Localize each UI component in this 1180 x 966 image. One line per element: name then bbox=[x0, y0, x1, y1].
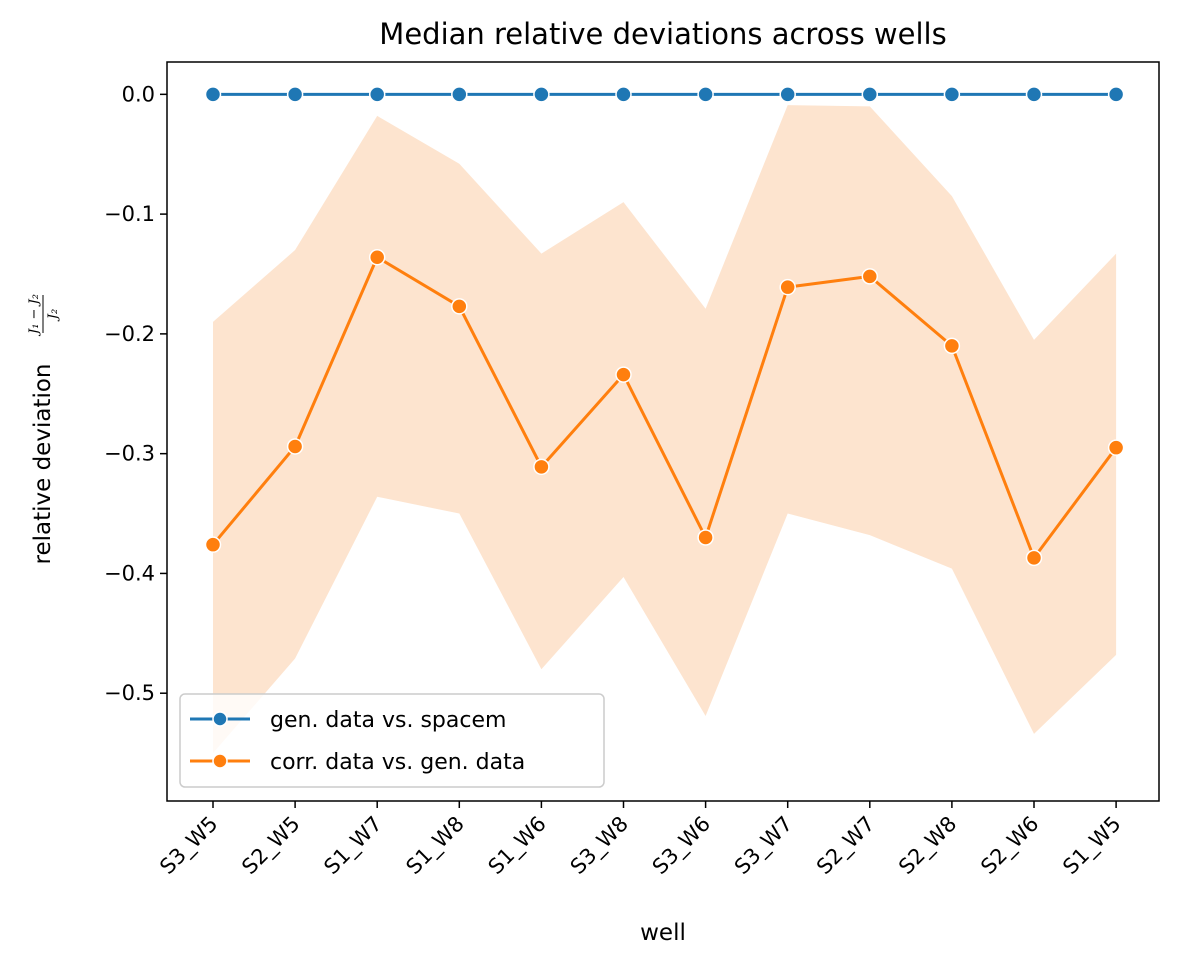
data-point-series-2-S3_W8 bbox=[615, 366, 632, 383]
data-point-series-2-S1_W6 bbox=[533, 458, 550, 476]
x-tick-label: S1_W6 bbox=[484, 812, 552, 880]
legend-marker-series-1 bbox=[212, 711, 228, 727]
legend: gen. data vs. spacem corr. data vs. gen.… bbox=[179, 693, 605, 788]
x-tick-label: S2_W8 bbox=[894, 812, 962, 880]
data-point-series-2-S1_W8 bbox=[451, 298, 468, 315]
y-tick-label: −0.3 bbox=[104, 442, 155, 466]
legend-box bbox=[179, 693, 605, 788]
data-point-series-1-S1_W8 bbox=[451, 86, 468, 103]
data-point-series-1-S3_W7 bbox=[779, 86, 796, 103]
confidence-band-layer bbox=[213, 105, 1117, 754]
x-tick-label: S3_W6 bbox=[648, 812, 716, 880]
confidence-band-series-2 bbox=[213, 105, 1117, 754]
data-point-series-1-S2_W8 bbox=[943, 86, 961, 103]
y-axis-label-numerator: J₁ − J₂ bbox=[27, 294, 42, 337]
x-tick-label: S3_W5 bbox=[155, 812, 223, 880]
data-point-series-1-S3_W5 bbox=[204, 86, 222, 103]
data-point-series-2-S1_W5 bbox=[1107, 439, 1125, 456]
x-tick-label: S3_W7 bbox=[730, 812, 798, 880]
data-point-series-1-S2_W7 bbox=[861, 86, 879, 103]
x-tick-label: S2_W5 bbox=[237, 812, 305, 880]
legend-label-series-1: gen. data vs. spacem bbox=[270, 708, 506, 733]
data-point-series-2-S2_W8 bbox=[943, 337, 961, 355]
data-point-series-2-S3_W7 bbox=[779, 278, 796, 296]
x-tick-label: S2_W6 bbox=[976, 812, 1044, 880]
x-axis-label: well bbox=[640, 920, 686, 946]
series-lines-layer bbox=[211, 92, 1118, 560]
data-point-series-1-S1_W6 bbox=[533, 86, 550, 103]
x-tick-label: S3_W8 bbox=[566, 812, 634, 880]
data-point-series-1-S1_W5 bbox=[1107, 86, 1125, 103]
y-axis: 0.0 −0.1 −0.2 −0.3 −0.4 −0.5 bbox=[104, 82, 167, 705]
data-point-series-1-S1_W7 bbox=[368, 86, 386, 103]
y-tick-label: −0.2 bbox=[104, 322, 155, 346]
data-point-series-2-S3_W6 bbox=[697, 529, 714, 546]
y-tick-label: −0.5 bbox=[104, 681, 155, 705]
series-line-2 bbox=[211, 255, 1118, 560]
x-tick-label: S1_W8 bbox=[401, 812, 469, 880]
y-tick-label: −0.1 bbox=[104, 202, 155, 226]
data-point-series-2-S2_W6 bbox=[1025, 549, 1043, 567]
legend-marker-series-2 bbox=[212, 753, 228, 769]
legend-label-series-2: corr. data vs. gen. data bbox=[270, 750, 525, 775]
data-point-series-2-S2_W5 bbox=[286, 438, 304, 455]
x-tick-label: S1_W5 bbox=[1058, 812, 1126, 880]
y-axis-label-denominator: J₂ bbox=[46, 309, 61, 322]
data-point-series-2-S2_W7 bbox=[861, 268, 879, 285]
y-axis-label: relative deviation bbox=[30, 364, 56, 565]
data-point-series-1-S3_W6 bbox=[697, 86, 714, 103]
x-axis: S3_W5 S2_W5 S1_W7 S1_W8 S1_W6 S3_W8 S3_W6 S3_W7… bbox=[155, 801, 1126, 880]
data-point-series-2-S1_W7 bbox=[368, 248, 386, 266]
plot-frame bbox=[166, 61, 1160, 802]
chart-title: Median relative deviations across wells bbox=[379, 17, 946, 51]
y-tick-label: −0.4 bbox=[104, 561, 155, 585]
x-tick-label: S2_W7 bbox=[812, 812, 880, 880]
y-axis-label-group: relative deviation J₁ − J₂ J₂ bbox=[27, 294, 61, 565]
series-markers-layer bbox=[204, 86, 1125, 567]
y-tick-label: 0.0 bbox=[122, 82, 155, 106]
data-point-series-1-S3_W8 bbox=[615, 86, 632, 103]
data-point-series-2-S3_W5 bbox=[204, 536, 222, 553]
data-point-series-1-S2_W6 bbox=[1025, 86, 1043, 103]
data-point-series-1-S2_W5 bbox=[286, 86, 304, 103]
x-tick-label: S1_W7 bbox=[319, 812, 387, 880]
